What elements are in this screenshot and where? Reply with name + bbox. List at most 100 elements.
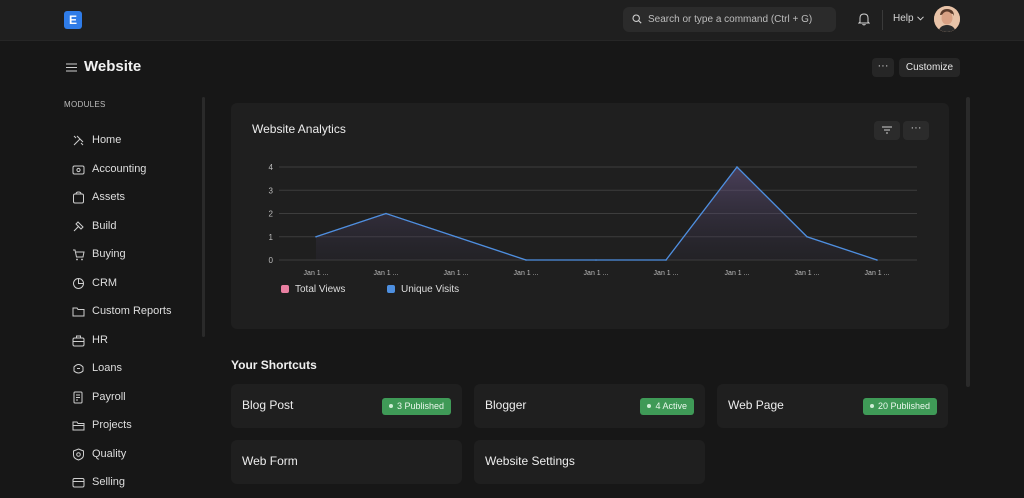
hr-icon <box>72 335 85 346</box>
shortcut-label: Web Page <box>728 398 784 412</box>
badge-text: 20 Published <box>877 401 930 411</box>
shortcut-blogger[interactable]: Blogger 4 Active <box>474 384 705 428</box>
status-badge: 3 Published <box>381 398 451 415</box>
legend-item-total-views[interactable]: Total Views <box>281 284 345 295</box>
sidebar-item-selling[interactable]: Selling <box>72 471 200 493</box>
legend-label: Unique Visits <box>401 284 460 295</box>
sidebar-item-label: Build <box>92 219 117 232</box>
shortcut-label: Website Settings <box>485 454 575 468</box>
sidebar-item-label: Custom Reports <box>92 305 172 317</box>
shortcut-label: Web Form <box>242 454 298 468</box>
x-tick-label: Jan 1 ... <box>374 270 399 277</box>
shortcut-website-settings[interactable]: Website Settings <box>474 440 705 484</box>
customize-button[interactable]: Customize <box>899 58 960 77</box>
data-point <box>315 235 317 238</box>
x-tick-label: Jan 1 ... <box>865 270 890 277</box>
sidebar-item-label: HR <box>92 333 108 346</box>
y-tick-label: 1 <box>269 233 274 242</box>
build-icon <box>73 220 84 231</box>
sidebar-item-home[interactable]: Home <box>72 129 200 151</box>
user-avatar[interactable] <box>934 6 960 32</box>
search-bar[interactable]: Search or type a command (Ctrl + G) <box>623 7 836 32</box>
search-placeholder: Search or type a command (Ctrl + G) <box>648 14 813 25</box>
data-point <box>525 259 527 261</box>
hamburger-menu-icon[interactable] <box>66 63 77 72</box>
sidebar-item-label: Projects <box>92 419 132 431</box>
filter-button[interactable] <box>874 121 900 140</box>
crm-icon <box>73 277 84 289</box>
chevron-down-icon <box>916 16 924 21</box>
page-more-button[interactable]: ··· <box>872 58 894 77</box>
selling-icon <box>72 478 85 488</box>
sidebar-item-payroll[interactable]: Payroll <box>72 386 200 408</box>
sidebar-item-build[interactable]: Build <box>72 215 200 237</box>
y-tick-label: 2 <box>269 210 274 219</box>
sidebar-item-label: Selling <box>92 476 126 488</box>
top-navbar: E Search or type a command (Ctrl + G) He… <box>0 0 1024 41</box>
shortcuts-title: Your Shortcuts <box>231 358 317 372</box>
sidebar-item-label: CRM <box>92 276 118 289</box>
data-point <box>806 235 808 238</box>
legend-swatch <box>281 285 289 293</box>
data-point <box>385 212 387 215</box>
main-scrollbar[interactable] <box>966 97 970 387</box>
badge-text: 3 Published <box>396 401 444 411</box>
sidebar-item-label: Buying <box>92 248 126 260</box>
sidebar: MODULES <box>64 100 204 109</box>
x-tick-label: Jan 1 ... <box>654 270 679 277</box>
sidebar-item-assets[interactable]: Assets <box>72 186 200 208</box>
sidebar-item-buying[interactable]: Buying <box>72 243 200 265</box>
analytics-chart: 0 1 2 3 4 Jan 1 ... Jan 1 ... Jan 1 ... Jan 1 ..… <box>269 163 917 277</box>
data-point <box>736 166 738 168</box>
sidebar-item-accounting[interactable]: Accounting <box>72 158 200 180</box>
analytics-title: Website Analytics <box>252 122 346 136</box>
assets-icon <box>73 191 84 204</box>
page-title: Website <box>84 58 142 75</box>
x-tick-label: Jan 1 ... <box>444 270 469 277</box>
sidebar-item-label: Quality <box>92 447 127 460</box>
shortcut-blog-post[interactable]: Blog Post 3 Published <box>231 384 462 428</box>
status-badge: 20 Published <box>862 398 937 415</box>
sidebar-item-label: Assets <box>92 191 126 203</box>
y-tick-label: 0 <box>269 256 274 265</box>
sidebar-item-crm[interactable]: CRM <box>72 272 200 294</box>
data-point <box>876 259 878 261</box>
shortcut-web-form[interactable]: Web Form <box>231 440 462 484</box>
series-area-total-views <box>316 167 877 260</box>
sidebar-item-label: Payroll <box>92 390 126 403</box>
help-dropdown[interactable]: Help <box>893 13 924 24</box>
shortcut-web-page[interactable]: Web Page 20 Published <box>717 384 948 428</box>
legend-swatch <box>387 285 395 293</box>
quality-icon <box>73 447 84 461</box>
sidebar-item-projects[interactable]: Projects <box>72 414 200 436</box>
loans-icon <box>73 364 84 374</box>
x-tick-label: Jan 1 ... <box>304 270 329 277</box>
legend-label: Total Views <box>295 284 346 295</box>
analytics-more-button[interactable]: ··· <box>903 121 929 140</box>
badge-text: 4 Active <box>655 401 687 411</box>
x-tick-label: Jan 1 ... <box>584 270 609 277</box>
notifications-bell-icon[interactable] <box>858 12 870 26</box>
data-point <box>665 259 667 261</box>
accounting-icon <box>72 165 85 174</box>
app-logo[interactable]: E <box>64 11 82 29</box>
sidebar-item-custom-reports[interactable]: Custom Reports <box>72 300 200 322</box>
page-header: Website ··· Customize <box>0 55 1024 81</box>
x-tick-label: Jan 1 ... <box>514 270 539 277</box>
shortcut-label: Blogger <box>485 398 527 412</box>
home-icon <box>73 135 84 146</box>
payroll-icon <box>73 391 83 403</box>
help-label: Help <box>893 13 914 24</box>
sidebar-item-hr[interactable]: HR <box>72 329 200 351</box>
sidebar-item-quality[interactable]: Quality <box>72 443 200 465</box>
badge-dot-icon <box>647 404 652 408</box>
y-tick-label: 4 <box>269 163 274 172</box>
legend-item-unique-visits[interactable]: Unique Visits <box>387 284 459 295</box>
x-tick-label: Jan 1 ... <box>795 270 820 277</box>
data-point <box>455 235 457 238</box>
sidebar-scrollbar[interactable] <box>202 97 205 337</box>
navbar-divider <box>882 10 883 30</box>
avatar-portrait-icon <box>934 6 960 32</box>
sidebar-item-loans[interactable]: Loans <box>72 357 200 379</box>
sidebar-item-label: Home <box>92 134 122 146</box>
